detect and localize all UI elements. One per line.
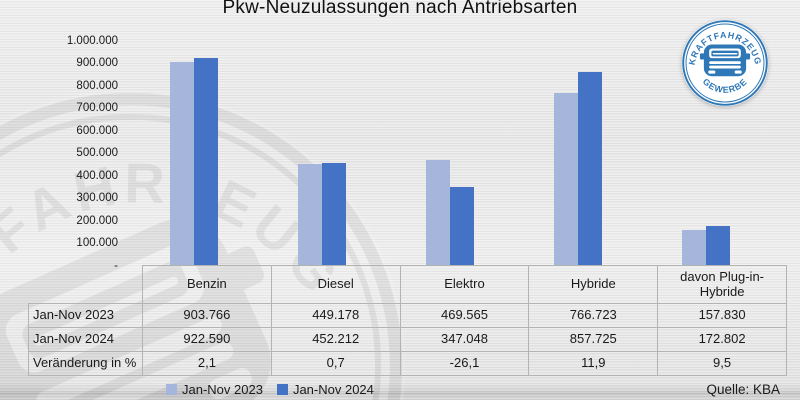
bar-jan-nov-2024-diesel	[322, 163, 346, 265]
table-corner-cell	[29, 266, 143, 304]
y-axis-label: 600.000	[76, 124, 118, 137]
chart-title: Pkw-Neuzulassungen nach Antriebsarten	[222, 0, 578, 18]
table-cell: 9,5	[657, 351, 787, 376]
column-header-hybride: Hybride	[528, 265, 659, 304]
legend-swatch-icon	[276, 384, 288, 395]
y-axis-label: 700.000	[76, 102, 118, 115]
column-header-elektro: Elektro	[399, 265, 530, 304]
legend-label: Jan-Nov 2024	[292, 382, 374, 397]
table-cell: 11,9	[528, 351, 659, 376]
y-axis: 1.000.000 900.000 800.000 700.000 600.000 500…	[0, 0, 118, 290]
y-axis-label: 1.000.000	[66, 35, 118, 47]
table-cell: 172.802	[657, 327, 787, 352]
row-label: Jan-Nov 2024	[28, 327, 143, 352]
bar-jan-nov-2023-davon-plug-in-hybride	[682, 229, 706, 265]
y-axis-label: 900.000	[76, 57, 118, 70]
table-cell: 2,1	[142, 351, 272, 376]
table-cell: 469.565	[399, 303, 530, 328]
column-header-benzin: Benzin	[142, 265, 272, 304]
table-cell: 0,7	[270, 351, 401, 376]
column-header-davon-plug-in-hybride: davon Plug-in-Hybride	[657, 265, 787, 304]
table-cell: 903.766	[142, 303, 272, 328]
bar-jan-nov-2023-benzin	[170, 62, 194, 265]
source-label: Quelle: KBA	[706, 382, 780, 397]
bar-jan-nov-2024-benzin	[194, 57, 218, 265]
table-row-jan-nov-2023: Jan-Nov 2023 903.766 449.178 469.565 766.723…	[28, 303, 787, 328]
y-axis-label: 500.000	[76, 147, 118, 160]
table-row-ver-nderung-in-: Veränderung in % 2,1 0,7 -26,1 11,9 9,5	[28, 351, 787, 376]
y-axis-label: 800.000	[76, 79, 118, 92]
kfz-gewerbe-logo-icon	[681, 19, 769, 107]
row-label: Jan-Nov 2023	[28, 303, 143, 328]
table-cell: 766.723	[528, 303, 659, 328]
bar-jan-nov-2024-elektro	[450, 187, 474, 265]
table-cell: 922.590	[142, 327, 272, 352]
table-cell: 449.178	[270, 303, 401, 328]
y-axis-label: 400.000	[76, 169, 118, 182]
table-row-jan-nov-2024: Jan-Nov 2024 922.590 452.212 347.048 857.725…	[28, 327, 787, 352]
bar-jan-nov-2024-hybride	[578, 72, 602, 265]
table-cell: 347.048	[399, 327, 530, 352]
table-cell: 452.212	[270, 327, 401, 352]
bar-jan-nov-2024-davon-plug-in-hybride	[706, 226, 730, 265]
legend-swatch-icon	[166, 384, 177, 395]
table-cell: -26,1	[399, 351, 530, 376]
legend-label: Jan-Nov 2023	[182, 382, 263, 397]
table-cell: 857.725	[528, 327, 659, 352]
legend-item-jan-nov-2023: Jan-Nov 2023	[166, 382, 263, 397]
y-axis-label: 200.000	[76, 214, 118, 227]
column-header-diesel: Diesel	[270, 265, 401, 304]
bar-jan-nov-2023-hybride	[554, 92, 578, 265]
table-cell: 157.830	[657, 303, 787, 328]
table-header-row: Benzin Diesel Elektro Hybride davon Plug-in-…	[29, 265, 787, 304]
data-table: Benzin Diesel Elektro Hybride davon Plug-in-…	[28, 265, 787, 376]
y-axis-label: 100.000	[76, 237, 118, 250]
legend-item-jan-nov-2024: Jan-Nov 2024	[276, 382, 374, 397]
bar-jan-nov-2023-diesel	[298, 164, 322, 265]
legend: Jan-Nov 2023 Jan-Nov 2024	[166, 382, 374, 397]
bar-jan-nov-2023-elektro	[426, 159, 450, 265]
bar-chart-plot-area	[170, 57, 730, 265]
y-axis-label: 300.000	[76, 192, 118, 205]
row-label: Veränderung in %	[28, 351, 143, 376]
